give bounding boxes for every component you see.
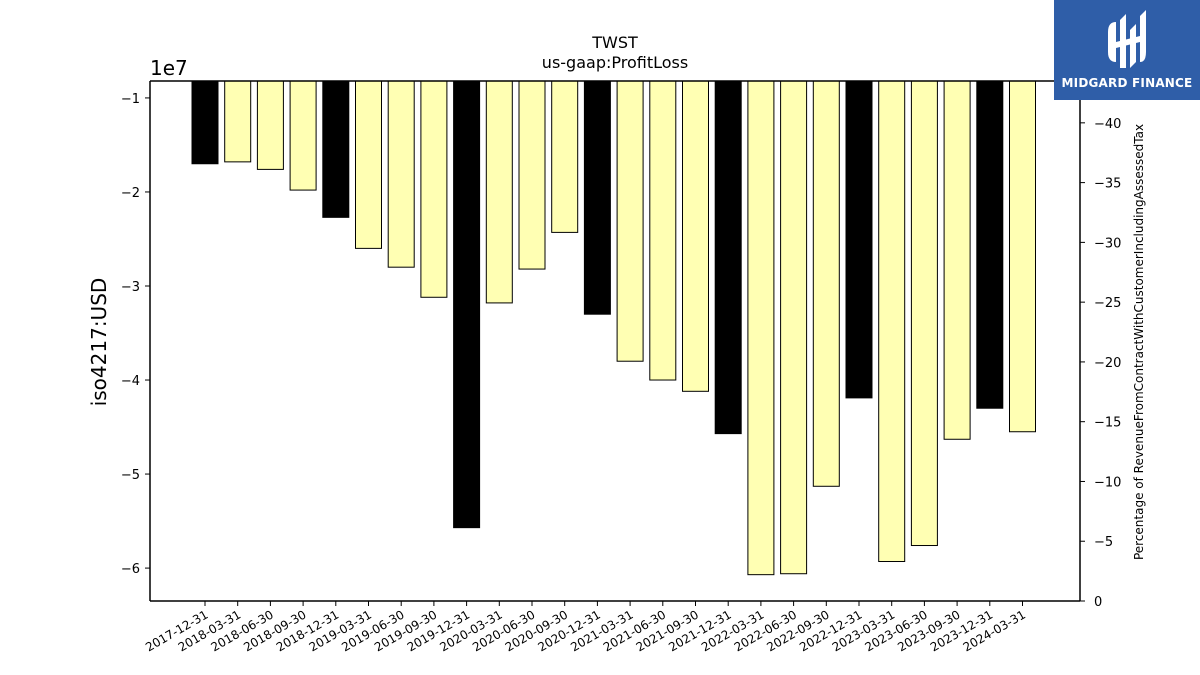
bar-2020-03-31 xyxy=(485,80,513,304)
bar-2019-09-30 xyxy=(420,80,448,298)
y-axis-offset-text: 1e7 xyxy=(150,56,188,80)
bar-2019-12-31 xyxy=(453,80,481,529)
y-tick-label: −4 xyxy=(121,374,140,389)
bars-group xyxy=(191,80,1036,576)
y2-tick-label: −30 xyxy=(1094,236,1121,251)
chart-subtitle: us-gaap:ProfitLoss xyxy=(542,53,688,72)
logo-text: MIDGARD FINANCE xyxy=(1061,76,1193,90)
y2-tick-label: −40 xyxy=(1094,117,1121,132)
y-ticks-group: −1 −2 −3 −4 −5 −6 xyxy=(121,92,150,577)
y2-tick-label: −10 xyxy=(1094,475,1121,490)
y2-tick-label: −35 xyxy=(1094,177,1121,192)
bar-2024-03-31 xyxy=(1009,80,1036,433)
y2-tick-label: −5 xyxy=(1094,535,1113,550)
y2-axis-label: Percentage of RevenueFromContractWithCus… xyxy=(1132,124,1146,560)
bar-2018-06-30 xyxy=(256,80,284,170)
bar-2022-06-30 xyxy=(780,80,808,575)
midgard-finance-logo: MIDGARD FINANCE xyxy=(1054,0,1200,100)
bar-2018-09-30 xyxy=(289,80,317,191)
bar-2022-09-30 xyxy=(812,80,840,487)
bar-2017-12-31 xyxy=(191,80,219,165)
y2-tick-label: −25 xyxy=(1094,296,1121,311)
bar-2021-09-30 xyxy=(682,80,709,392)
bar-2020-09-30 xyxy=(551,80,579,233)
y-tick-label: −6 xyxy=(121,562,140,577)
y-tick-label: −5 xyxy=(121,468,140,483)
y-tick-label: −2 xyxy=(121,186,140,201)
y2-tick-label: 0 xyxy=(1094,595,1102,610)
bar-2023-03-31 xyxy=(878,80,906,563)
bar-2020-12-31 xyxy=(583,80,611,315)
midgard-logo-mark-icon xyxy=(1108,10,1146,68)
y2-tick-label: −15 xyxy=(1094,416,1121,431)
y2-tick-label: −20 xyxy=(1094,356,1121,371)
y-axis-label: iso4217:USD xyxy=(87,278,111,407)
bar-2020-06-30 xyxy=(518,80,546,270)
bar-2023-09-30 xyxy=(943,80,971,440)
bar-2022-03-31 xyxy=(747,80,775,576)
chart-title: TWST xyxy=(591,33,638,52)
x-ticks-group: 2017-12-312018-03-312018-06-302018-09-30… xyxy=(143,601,1028,654)
bar-2022-12-31 xyxy=(845,80,873,399)
bar-2019-06-30 xyxy=(387,80,415,268)
y2-ticks-group: 0 −5 −10 −15 −20 −25 −30 −35 −40 xyxy=(1080,117,1121,610)
bar-2018-12-31 xyxy=(322,80,350,218)
bar-2023-06-30 xyxy=(910,80,938,547)
bar-2021-06-30 xyxy=(649,80,677,381)
bar-2019-03-31 xyxy=(355,80,382,249)
bar-2021-12-31 xyxy=(714,80,742,435)
bar-2023-12-31 xyxy=(976,80,1004,409)
y-tick-label: −3 xyxy=(121,280,140,295)
axes-frame xyxy=(149,80,1081,602)
bar-2018-03-31 xyxy=(224,80,252,163)
y-tick-label: −1 xyxy=(121,92,140,107)
bar-2021-03-31 xyxy=(616,80,644,362)
